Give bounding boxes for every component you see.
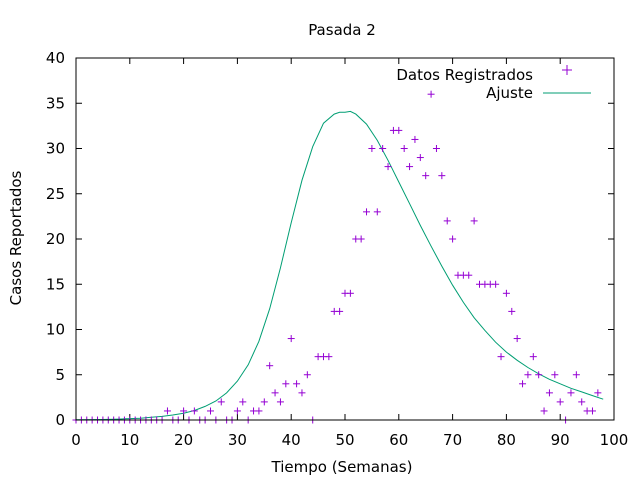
data-point [298, 389, 306, 397]
legend-marker-plus [562, 65, 572, 75]
x-tick-label: 90 [551, 431, 570, 449]
data-point [524, 371, 532, 379]
y-tick-label: 5 [55, 366, 65, 384]
data-point [492, 280, 500, 288]
x-axis-label: Tiempo (Semanas) [271, 458, 413, 476]
x-tick-label: 30 [228, 431, 247, 449]
data-point [449, 235, 457, 243]
data-point [556, 398, 564, 406]
data-point [588, 407, 596, 415]
data-point [427, 90, 435, 98]
data-point [422, 172, 430, 180]
data-point [233, 407, 241, 415]
data-point [406, 163, 414, 171]
data-point [282, 380, 290, 388]
x-tick-label: 60 [389, 431, 408, 449]
y-tick-label: 20 [46, 230, 65, 248]
x-tick-label: 50 [335, 431, 354, 449]
data-point [540, 407, 548, 415]
data-point [508, 307, 516, 315]
data-point [465, 271, 473, 279]
data-point [293, 380, 301, 388]
data-point [519, 380, 527, 388]
data-point [594, 389, 602, 397]
x-tick-label: 20 [174, 431, 193, 449]
legend-label-ajuste: Ajuste [486, 84, 533, 102]
data-point [336, 307, 344, 315]
axis-ticks: 0 10 20 30 40 50 60 70 80 90 100 0 5 10 15 20 25 30 35 40 [46, 49, 628, 449]
data-point [497, 353, 505, 361]
y-tick-label: 40 [46, 49, 65, 67]
data-point [180, 407, 188, 415]
data-point [357, 235, 365, 243]
legend: Datos Registrados Ajuste [396, 65, 591, 102]
data-point [513, 335, 521, 343]
x-tick-label: 10 [120, 431, 139, 449]
data-points-layer [72, 90, 602, 424]
data-point [470, 217, 478, 225]
data-point [502, 289, 510, 297]
x-tick-label: 80 [497, 431, 516, 449]
data-point [163, 407, 171, 415]
data-point [578, 398, 586, 406]
data-point [363, 208, 371, 216]
y-tick-label: 35 [46, 94, 65, 112]
data-point [400, 145, 408, 152]
y-axis-label: Casos Reportados [7, 170, 25, 305]
chart-title: Pasada 2 [308, 21, 376, 39]
data-point [438, 172, 446, 180]
x-tick-label: 70 [443, 431, 462, 449]
x-tick-label: 100 [600, 431, 629, 449]
data-point [255, 407, 263, 415]
data-point [325, 353, 333, 361]
data-point [217, 398, 225, 406]
data-point [432, 145, 440, 152]
data-point [416, 154, 424, 162]
x-tick-label: 0 [71, 431, 81, 449]
data-point [379, 145, 387, 152]
y-tick-label: 10 [46, 321, 65, 339]
plot-frame [75, 57, 615, 421]
data-point [190, 407, 198, 415]
data-point [545, 389, 553, 397]
y-tick-label: 0 [55, 411, 65, 429]
data-point [567, 389, 575, 397]
data-point [271, 389, 279, 397]
data-point [384, 163, 392, 171]
data-point [287, 335, 295, 343]
data-point [368, 145, 376, 152]
data-point [551, 371, 559, 379]
data-point [572, 371, 580, 379]
data-point [373, 208, 381, 216]
fit-curve-ajuste [75, 110, 604, 421]
data-point [239, 398, 247, 406]
legend-label-datos: Datos Registrados [396, 66, 533, 84]
data-point [266, 362, 274, 370]
data-point [443, 217, 451, 225]
y-tick-label: 30 [46, 140, 65, 158]
data-point [260, 398, 268, 406]
x-tick-label: 40 [282, 431, 301, 449]
y-tick-label: 25 [46, 185, 65, 203]
fit-line-layer [75, 110, 604, 421]
data-point [303, 371, 311, 379]
data-point [276, 398, 284, 406]
data-point [411, 135, 419, 143]
data-point [535, 371, 543, 379]
data-point [529, 353, 537, 361]
data-point [207, 407, 214, 415]
y-tick-label: 15 [46, 275, 65, 293]
data-point [346, 289, 354, 297]
data-point [395, 126, 403, 134]
